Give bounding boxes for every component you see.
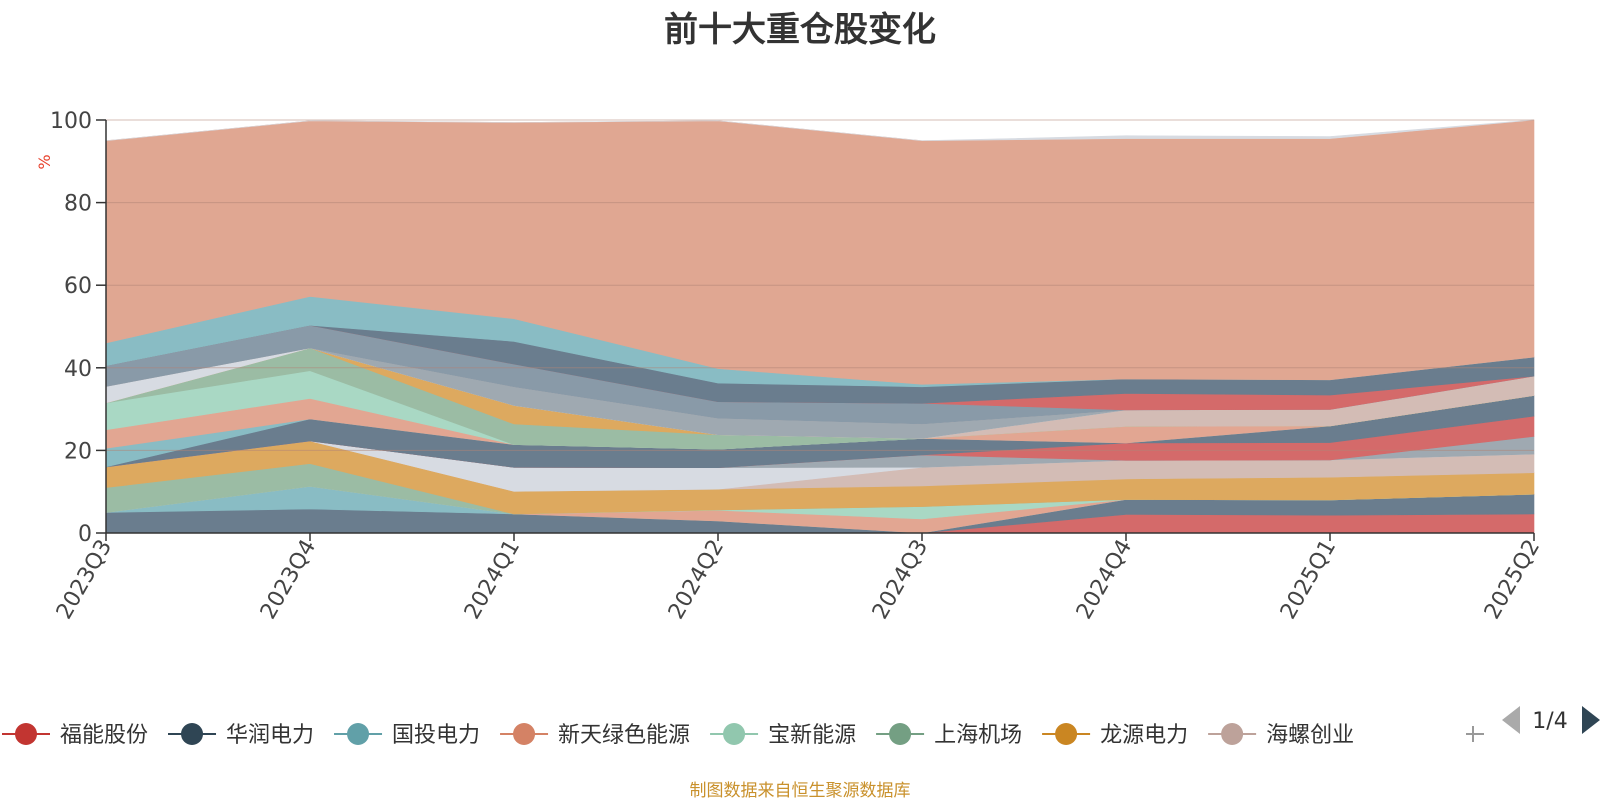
legend-item-3[interactable]: 国投电力 <box>334 723 480 748</box>
y-tick-label-60: 60 <box>64 274 92 299</box>
y-tick-label-20: 20 <box>64 439 92 464</box>
legend-label-3: 国投电力 <box>392 723 480 748</box>
legend-pager: 1/4 <box>1502 706 1600 734</box>
legend-item-6[interactable]: 上海机场 <box>876 723 1022 748</box>
grid-layer <box>106 119 1534 451</box>
legend-item-4[interactable]: 新天绿色能源 <box>500 723 690 748</box>
legend-marker-8 <box>1221 723 1244 745</box>
y-tick-label-80: 80 <box>64 192 92 217</box>
legend-item-8[interactable]: 海螺创业 <box>1208 723 1354 748</box>
legend-marker-6 <box>889 723 912 745</box>
legend-label-4: 新天绿色能源 <box>558 723 690 748</box>
legend-label-6: 上海机场 <box>934 723 1022 748</box>
legend-item-2[interactable]: 华润电力 <box>168 723 314 748</box>
x-tick-label-5: 2024Q3 <box>868 536 933 624</box>
legend-label-7: 龙源电力 <box>1100 723 1188 748</box>
legend-marker-2 <box>181 723 204 745</box>
x-tick-label-2: 2023Q4 <box>256 536 321 624</box>
y-tick-label-40: 40 <box>64 357 92 382</box>
chart-title: 前十大重仓股变化 <box>664 10 936 50</box>
legend-marker-3 <box>347 723 370 745</box>
legend-item-5[interactable]: 宝新能源 <box>710 723 856 748</box>
x-tick-label-4: 2024Q2 <box>664 536 729 624</box>
legend-item-7[interactable]: 龙源电力 <box>1042 723 1188 748</box>
legend-prev-page-icon[interactable] <box>1502 706 1520 734</box>
legend-marker-4 <box>513 723 536 745</box>
legend-label-8: 海螺创业 <box>1266 723 1354 748</box>
x-tick-label-1: 2023Q3 <box>52 536 117 624</box>
legend-label-2: 华润电力 <box>226 723 314 748</box>
x-tick-label-7: 2025Q1 <box>1276 536 1341 624</box>
x-tick-label-8: 2025Q2 <box>1480 536 1545 624</box>
legend-label-1: 福能股份 <box>60 723 148 748</box>
legend-next-page-icon[interactable] <box>1582 706 1600 734</box>
x-tick-label-6: 2024Q4 <box>1072 536 1137 624</box>
legend-item-1[interactable]: 福能股份 <box>2 723 148 748</box>
legend-marker-1 <box>15 723 37 745</box>
x-tick-label-3: 2024Q1 <box>460 536 525 624</box>
legend-marker-5 <box>723 723 746 745</box>
y-axis-unit-label: % <box>35 154 54 169</box>
data-source-note: 制图数据来自恒生聚源数据库 <box>689 781 911 801</box>
legend-page-indicator: 1/4 <box>1532 709 1567 734</box>
y-tick-label-0: 0 <box>78 522 92 547</box>
legend-label-5: 宝新能源 <box>768 723 856 748</box>
legend-marker-7 <box>1055 723 1078 745</box>
areas-layer <box>105 119 1535 534</box>
y-tick-label-100: 100 <box>50 109 92 134</box>
legend: 福能股份 华润电力 国投电力 新天绿色能源 宝新能源 上海机场 龙源电力 海螺创业 <box>2 723 1484 748</box>
